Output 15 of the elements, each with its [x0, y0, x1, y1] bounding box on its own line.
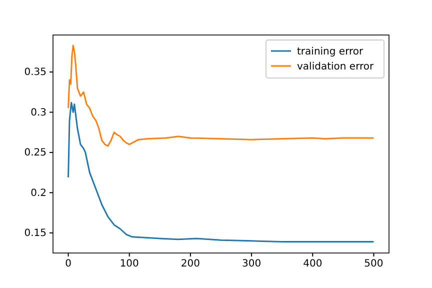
- legend-label: training error: [297, 46, 364, 58]
- y-tick-label: 0.2: [30, 188, 46, 199]
- y-tick-label: 0.35: [24, 67, 46, 78]
- line-series: [68, 102, 374, 242]
- x-tick-label: 500: [364, 258, 384, 270]
- legend-label: validation error: [297, 62, 375, 72]
- x-tick-label: 400: [303, 258, 322, 270]
- x-tick-label: 100: [120, 258, 139, 270]
- x-tick-label: 200: [180, 258, 200, 270]
- y-tick-label: 0.25: [24, 148, 46, 159]
- x-tick-label: 0: [65, 258, 72, 270]
- y-tick-label: 0.15: [24, 228, 46, 240]
- y-tick-label: 0.3: [30, 107, 46, 118]
- x-tick-label: 300: [242, 258, 262, 270]
- line-series: [68, 44, 374, 147]
